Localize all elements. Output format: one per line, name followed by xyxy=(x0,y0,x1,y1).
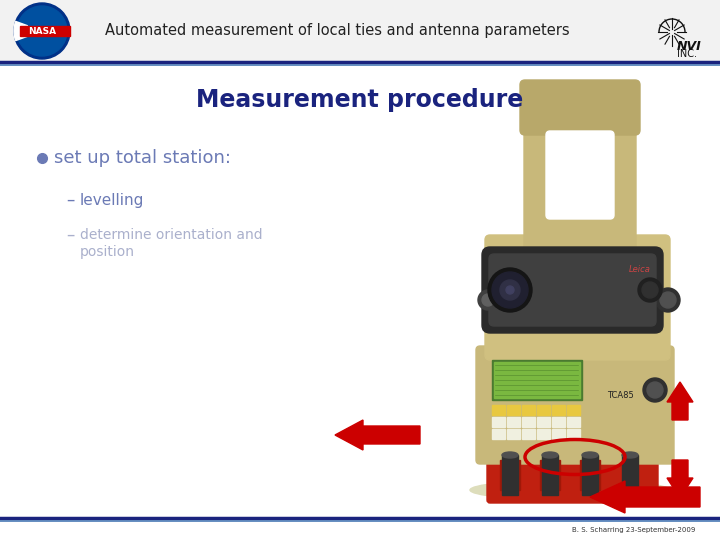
Ellipse shape xyxy=(470,480,670,500)
FancyBboxPatch shape xyxy=(485,235,670,360)
Circle shape xyxy=(638,278,662,302)
Text: Measurement procedure: Measurement procedure xyxy=(197,88,523,112)
Bar xyxy=(567,405,580,415)
Bar xyxy=(537,417,550,427)
FancyArrow shape xyxy=(667,382,693,420)
Bar xyxy=(492,360,582,400)
Text: B. S. Scharring 23-September-2009: B. S. Scharring 23-September-2009 xyxy=(572,527,695,533)
Bar xyxy=(492,429,505,439)
Bar xyxy=(502,455,518,495)
Text: NASA: NASA xyxy=(28,28,56,37)
FancyBboxPatch shape xyxy=(524,114,636,256)
Circle shape xyxy=(642,282,658,298)
Bar xyxy=(494,362,580,398)
Bar xyxy=(580,460,600,490)
Bar xyxy=(540,460,560,490)
Text: Automated measurement of local ties and antenna parameters: Automated measurement of local ties and … xyxy=(105,24,570,38)
Text: –: – xyxy=(66,191,74,209)
Text: determine orientation and: determine orientation and xyxy=(80,228,263,242)
Bar xyxy=(492,417,505,427)
Bar xyxy=(507,417,520,427)
Text: levelling: levelling xyxy=(80,192,145,207)
Circle shape xyxy=(500,280,520,300)
Circle shape xyxy=(488,268,532,312)
Ellipse shape xyxy=(502,452,518,458)
Bar xyxy=(0,0,720,62)
Bar xyxy=(507,429,520,439)
Ellipse shape xyxy=(582,452,598,458)
Wedge shape xyxy=(14,22,27,40)
Circle shape xyxy=(656,288,680,312)
Bar xyxy=(537,429,550,439)
Text: INC.: INC. xyxy=(677,49,697,59)
Bar xyxy=(567,429,580,439)
Text: position: position xyxy=(80,245,135,259)
Bar xyxy=(500,460,520,490)
Bar xyxy=(492,405,505,415)
Text: NVI: NVI xyxy=(677,39,702,52)
Bar xyxy=(622,455,638,495)
Bar xyxy=(567,417,580,427)
Bar xyxy=(507,405,520,415)
Circle shape xyxy=(482,294,494,306)
FancyBboxPatch shape xyxy=(546,131,614,219)
FancyBboxPatch shape xyxy=(482,247,663,333)
Circle shape xyxy=(14,3,70,59)
FancyArrow shape xyxy=(20,26,71,36)
Circle shape xyxy=(17,6,67,56)
FancyBboxPatch shape xyxy=(489,254,656,326)
Text: Leica: Leica xyxy=(629,266,651,274)
Circle shape xyxy=(660,292,676,308)
Circle shape xyxy=(647,382,663,398)
Circle shape xyxy=(506,286,514,294)
Text: set up total station:: set up total station: xyxy=(54,149,231,167)
Circle shape xyxy=(492,272,528,308)
FancyArrow shape xyxy=(590,481,700,513)
Bar xyxy=(552,429,565,439)
Ellipse shape xyxy=(542,452,558,458)
FancyBboxPatch shape xyxy=(476,346,674,464)
Circle shape xyxy=(478,290,498,310)
Bar xyxy=(582,455,598,495)
Bar xyxy=(542,455,558,495)
Text: TCA85: TCA85 xyxy=(607,390,634,400)
Bar xyxy=(522,405,535,415)
Ellipse shape xyxy=(622,452,638,458)
Bar xyxy=(522,417,535,427)
FancyArrow shape xyxy=(667,460,693,498)
Circle shape xyxy=(643,378,667,402)
Bar xyxy=(522,429,535,439)
Bar xyxy=(537,405,550,415)
Bar xyxy=(552,405,565,415)
Bar xyxy=(552,417,565,427)
FancyBboxPatch shape xyxy=(520,80,640,135)
Text: –: – xyxy=(66,226,74,244)
FancyArrow shape xyxy=(335,420,420,450)
FancyBboxPatch shape xyxy=(487,452,658,503)
